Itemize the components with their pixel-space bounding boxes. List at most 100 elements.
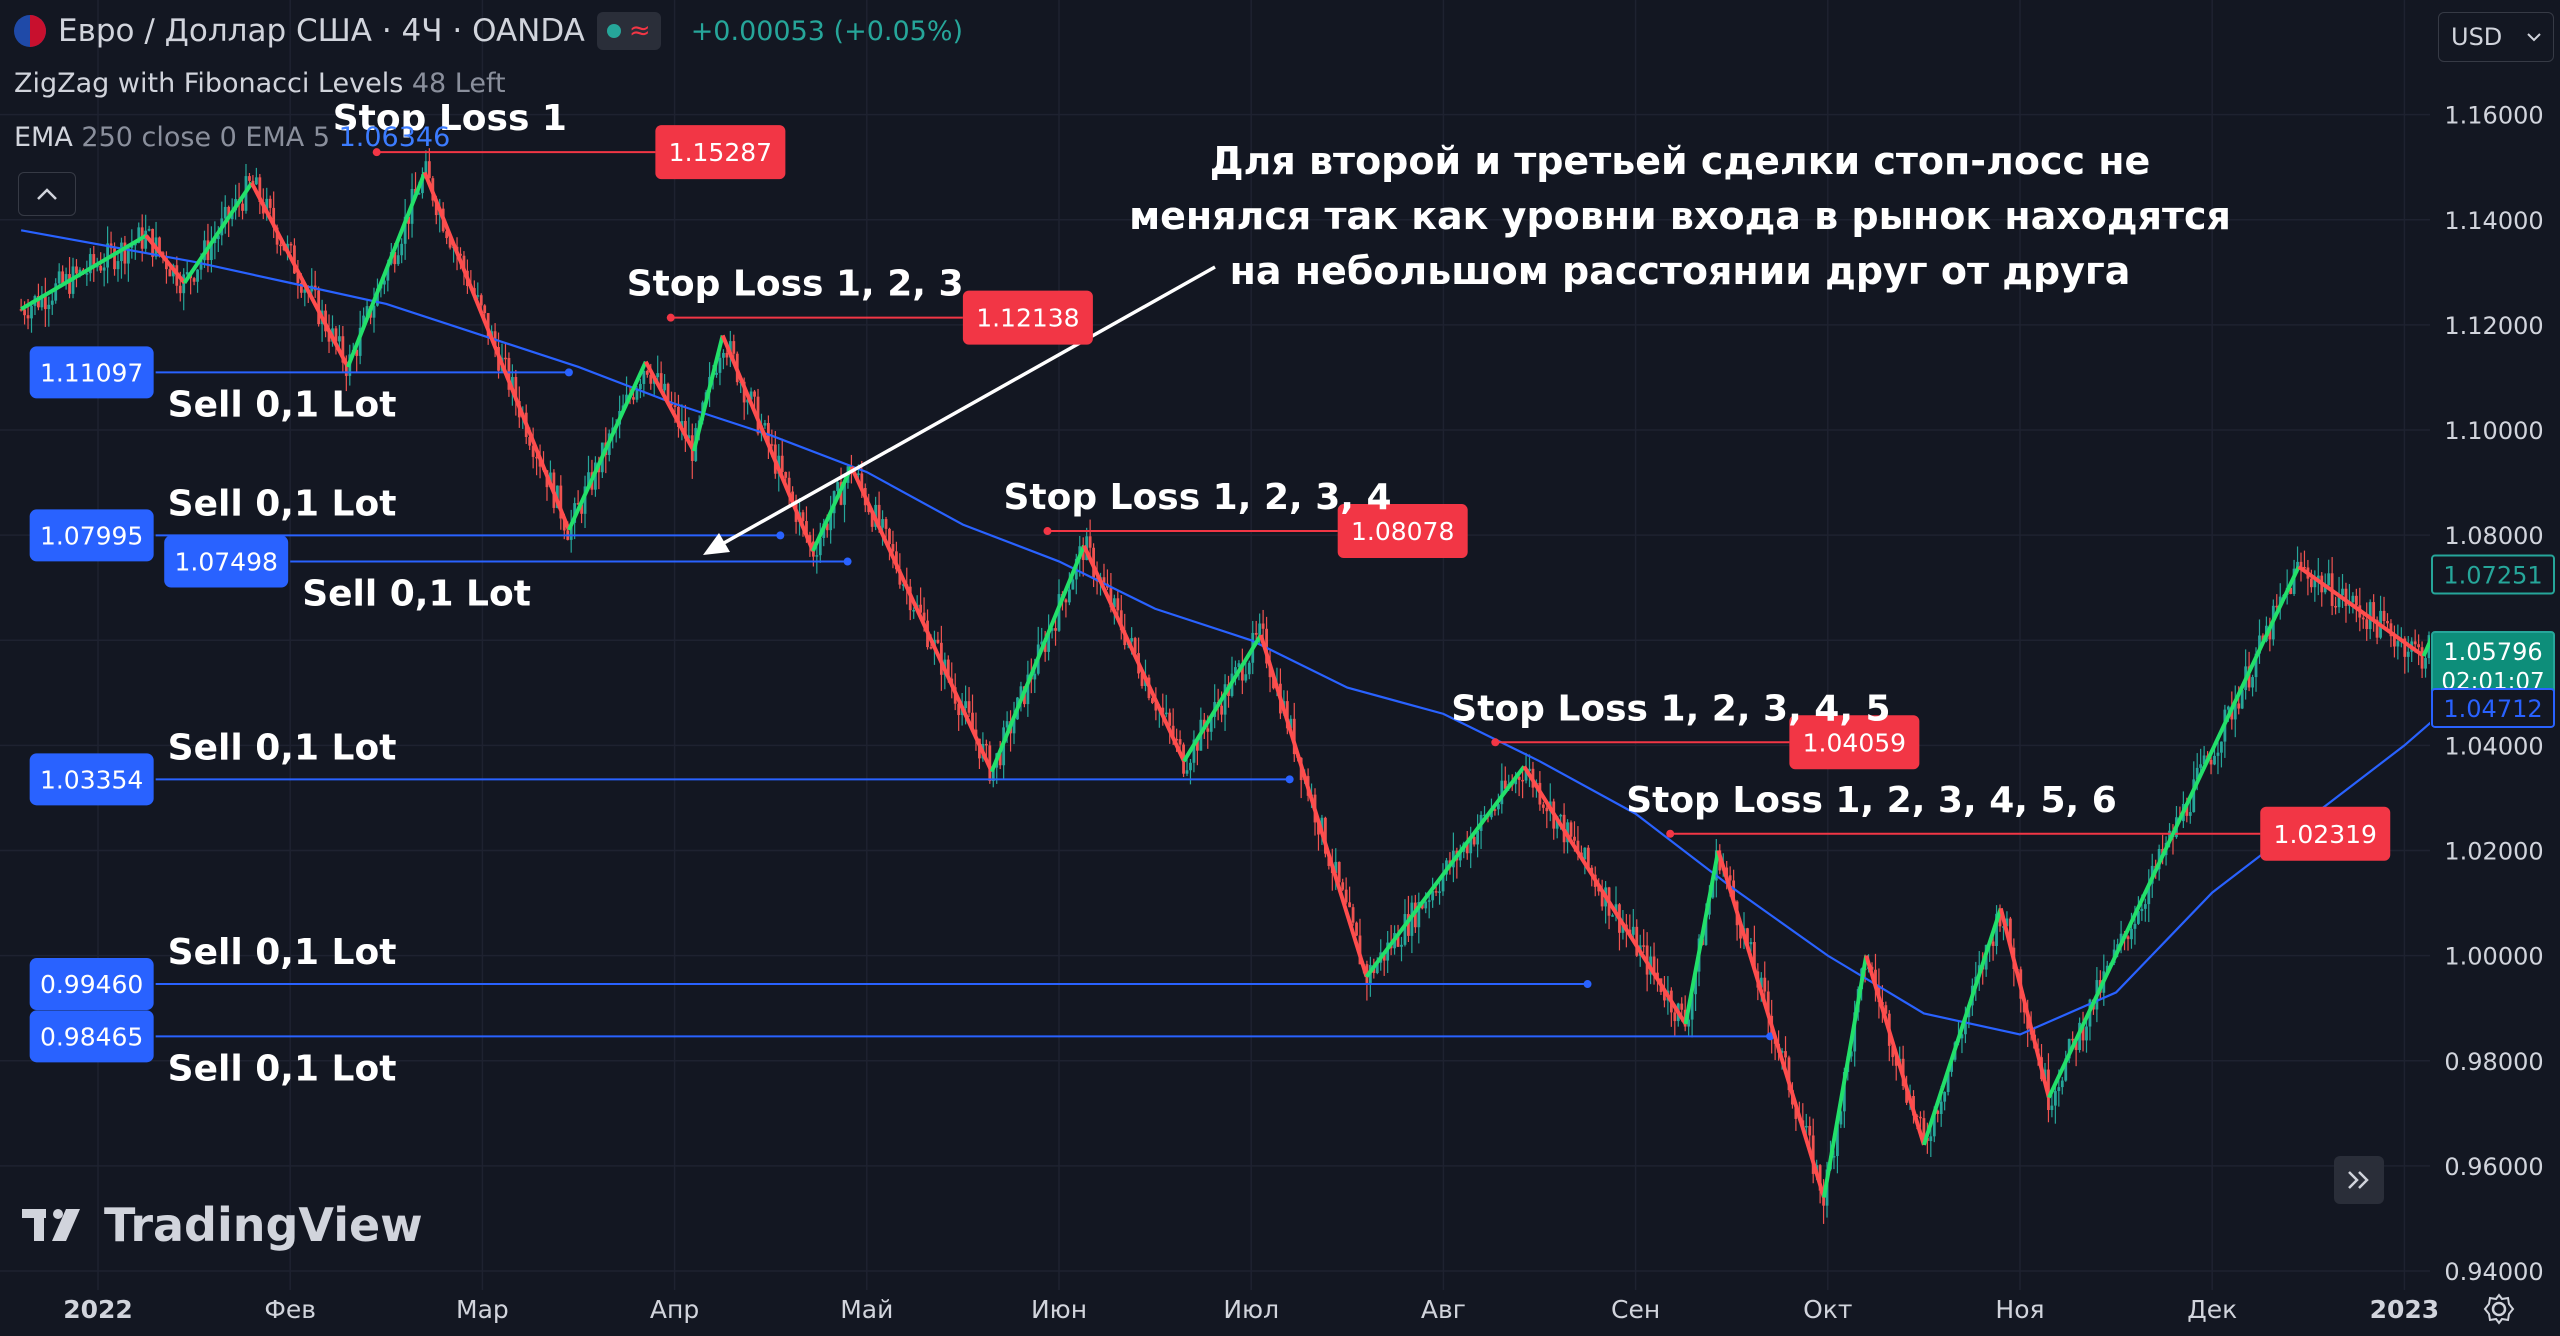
candle-body — [209, 242, 213, 261]
candle-body — [2064, 1058, 2068, 1081]
sell-level-dot — [1285, 775, 1294, 784]
candle-body — [1185, 770, 1189, 774]
currency-selector[interactable]: USD — [2438, 12, 2554, 62]
candle-body — [1341, 882, 1345, 890]
candle-body — [825, 523, 829, 531]
time-tick-label: Авг — [1421, 1295, 1466, 1324]
candle-body — [338, 336, 341, 342]
tradingview-logo-icon — [22, 1209, 80, 1241]
candle-body — [1116, 598, 1120, 611]
candle-body — [642, 370, 646, 384]
candle-body — [1496, 804, 1500, 810]
stop-price-badge — [1337, 504, 1468, 559]
candle-body — [1635, 926, 1639, 956]
collapse-legend-button[interactable] — [18, 172, 76, 216]
candle-body — [37, 296, 40, 308]
stop-price-badge-text: 1.15287 — [669, 138, 772, 167]
candle-body — [562, 518, 566, 531]
candle-body — [1043, 641, 1047, 652]
candle-body — [2344, 588, 2348, 606]
sell-price-badge — [29, 1010, 154, 1063]
candle-body — [2057, 1087, 2061, 1092]
candle-body — [434, 200, 438, 216]
chart-settings-button[interactable] — [2482, 1292, 2516, 1326]
eurusd-flag-icon — [14, 15, 46, 47]
candle-body — [88, 254, 92, 274]
candle-body — [791, 491, 795, 501]
candle-body — [1258, 623, 1262, 635]
candle-body — [2226, 706, 2230, 710]
tradingview-logo[interactable]: TradingView — [22, 1198, 423, 1252]
candle-body — [2199, 764, 2203, 768]
candle-body — [967, 701, 971, 713]
scroll-to-realtime-button[interactable] — [2334, 1156, 2384, 1204]
candle-body — [815, 555, 819, 557]
candle-body — [358, 327, 362, 356]
symbol-title[interactable]: Евро / Доллар США · 4Ч · OANDA — [58, 13, 585, 49]
candle-body — [2136, 911, 2140, 924]
stop-price-badge-text: 1.04059 — [1803, 728, 1906, 757]
annotation-text: Для второй и третьей сделки стоп-лосс не… — [1100, 134, 2260, 299]
candle-body — [1728, 875, 1732, 881]
indicator-ema[interactable]: EMA 250 close 0 EMA 5 1.06346 — [14, 122, 450, 153]
candle-body — [459, 253, 462, 256]
candle-body — [196, 269, 199, 282]
candle-body — [763, 423, 767, 426]
candle-body — [1569, 822, 1573, 837]
indicator-zigzag-meta: 48 Left — [411, 68, 506, 99]
axis-price-label — [2431, 687, 2555, 728]
candle-body — [1600, 891, 1604, 907]
candle-body — [1690, 994, 1694, 1020]
zigzag-segment — [422, 171, 571, 531]
candle-body — [254, 177, 258, 185]
candle-body — [341, 336, 345, 363]
candle-body — [1597, 886, 1601, 892]
arrow-shaft — [714, 265, 1216, 550]
candle-body — [1178, 739, 1182, 745]
candle-body — [2147, 883, 2151, 905]
candle-body — [1586, 847, 1590, 868]
candle-body — [1351, 907, 1355, 923]
symbol-header[interactable]: Евро / Доллар США · 4Ч · OANDA ≈ +0.0005… — [14, 12, 963, 50]
candle-body — [1766, 991, 1770, 1016]
candle-body — [2050, 1105, 2054, 1111]
candle-body — [47, 304, 51, 310]
candle-body — [2327, 573, 2331, 586]
candle-body — [1503, 780, 1507, 789]
candle-body — [687, 435, 691, 439]
candle-body — [632, 397, 635, 400]
price-tick-label: 0.94000 — [2444, 1258, 2543, 1286]
time-tick-label: Сен — [1611, 1295, 1660, 1324]
zigzag-segment — [1364, 765, 1526, 978]
candle-body — [327, 331, 331, 342]
candle-body — [424, 161, 428, 175]
candle-body — [2143, 904, 2147, 909]
candle-body — [1130, 638, 1134, 642]
candle-body — [2105, 965, 2109, 972]
candle-body — [182, 274, 186, 294]
candle-body — [725, 352, 729, 358]
candle-body — [1168, 712, 1172, 726]
stop-label: Stop Loss 1 — [333, 98, 567, 139]
indicator-zigzag[interactable]: ZigZag with Fibonacci Levels 48 Left — [14, 68, 506, 99]
candle-body — [476, 295, 480, 297]
candle-body — [1946, 1071, 1950, 1092]
candle-body — [559, 485, 563, 519]
candle-body — [1071, 579, 1075, 590]
candle-body — [971, 712, 974, 730]
candle-body — [922, 612, 926, 621]
candle-body — [2351, 595, 2355, 603]
candle-body — [957, 703, 961, 716]
market-status[interactable]: ≈ — [596, 12, 661, 50]
candle-body — [1746, 928, 1749, 945]
stop-label: Stop Loss 1, 2, 3, 4, 5 — [1451, 688, 1890, 729]
candle-body — [23, 309, 26, 316]
candle-body — [265, 198, 269, 214]
candle-body — [2185, 803, 2189, 816]
candle-body — [2396, 641, 2400, 647]
price-tick-label: 1.10000 — [2444, 417, 2543, 445]
candle-body — [137, 227, 141, 243]
stop-level-dot — [1043, 527, 1052, 536]
